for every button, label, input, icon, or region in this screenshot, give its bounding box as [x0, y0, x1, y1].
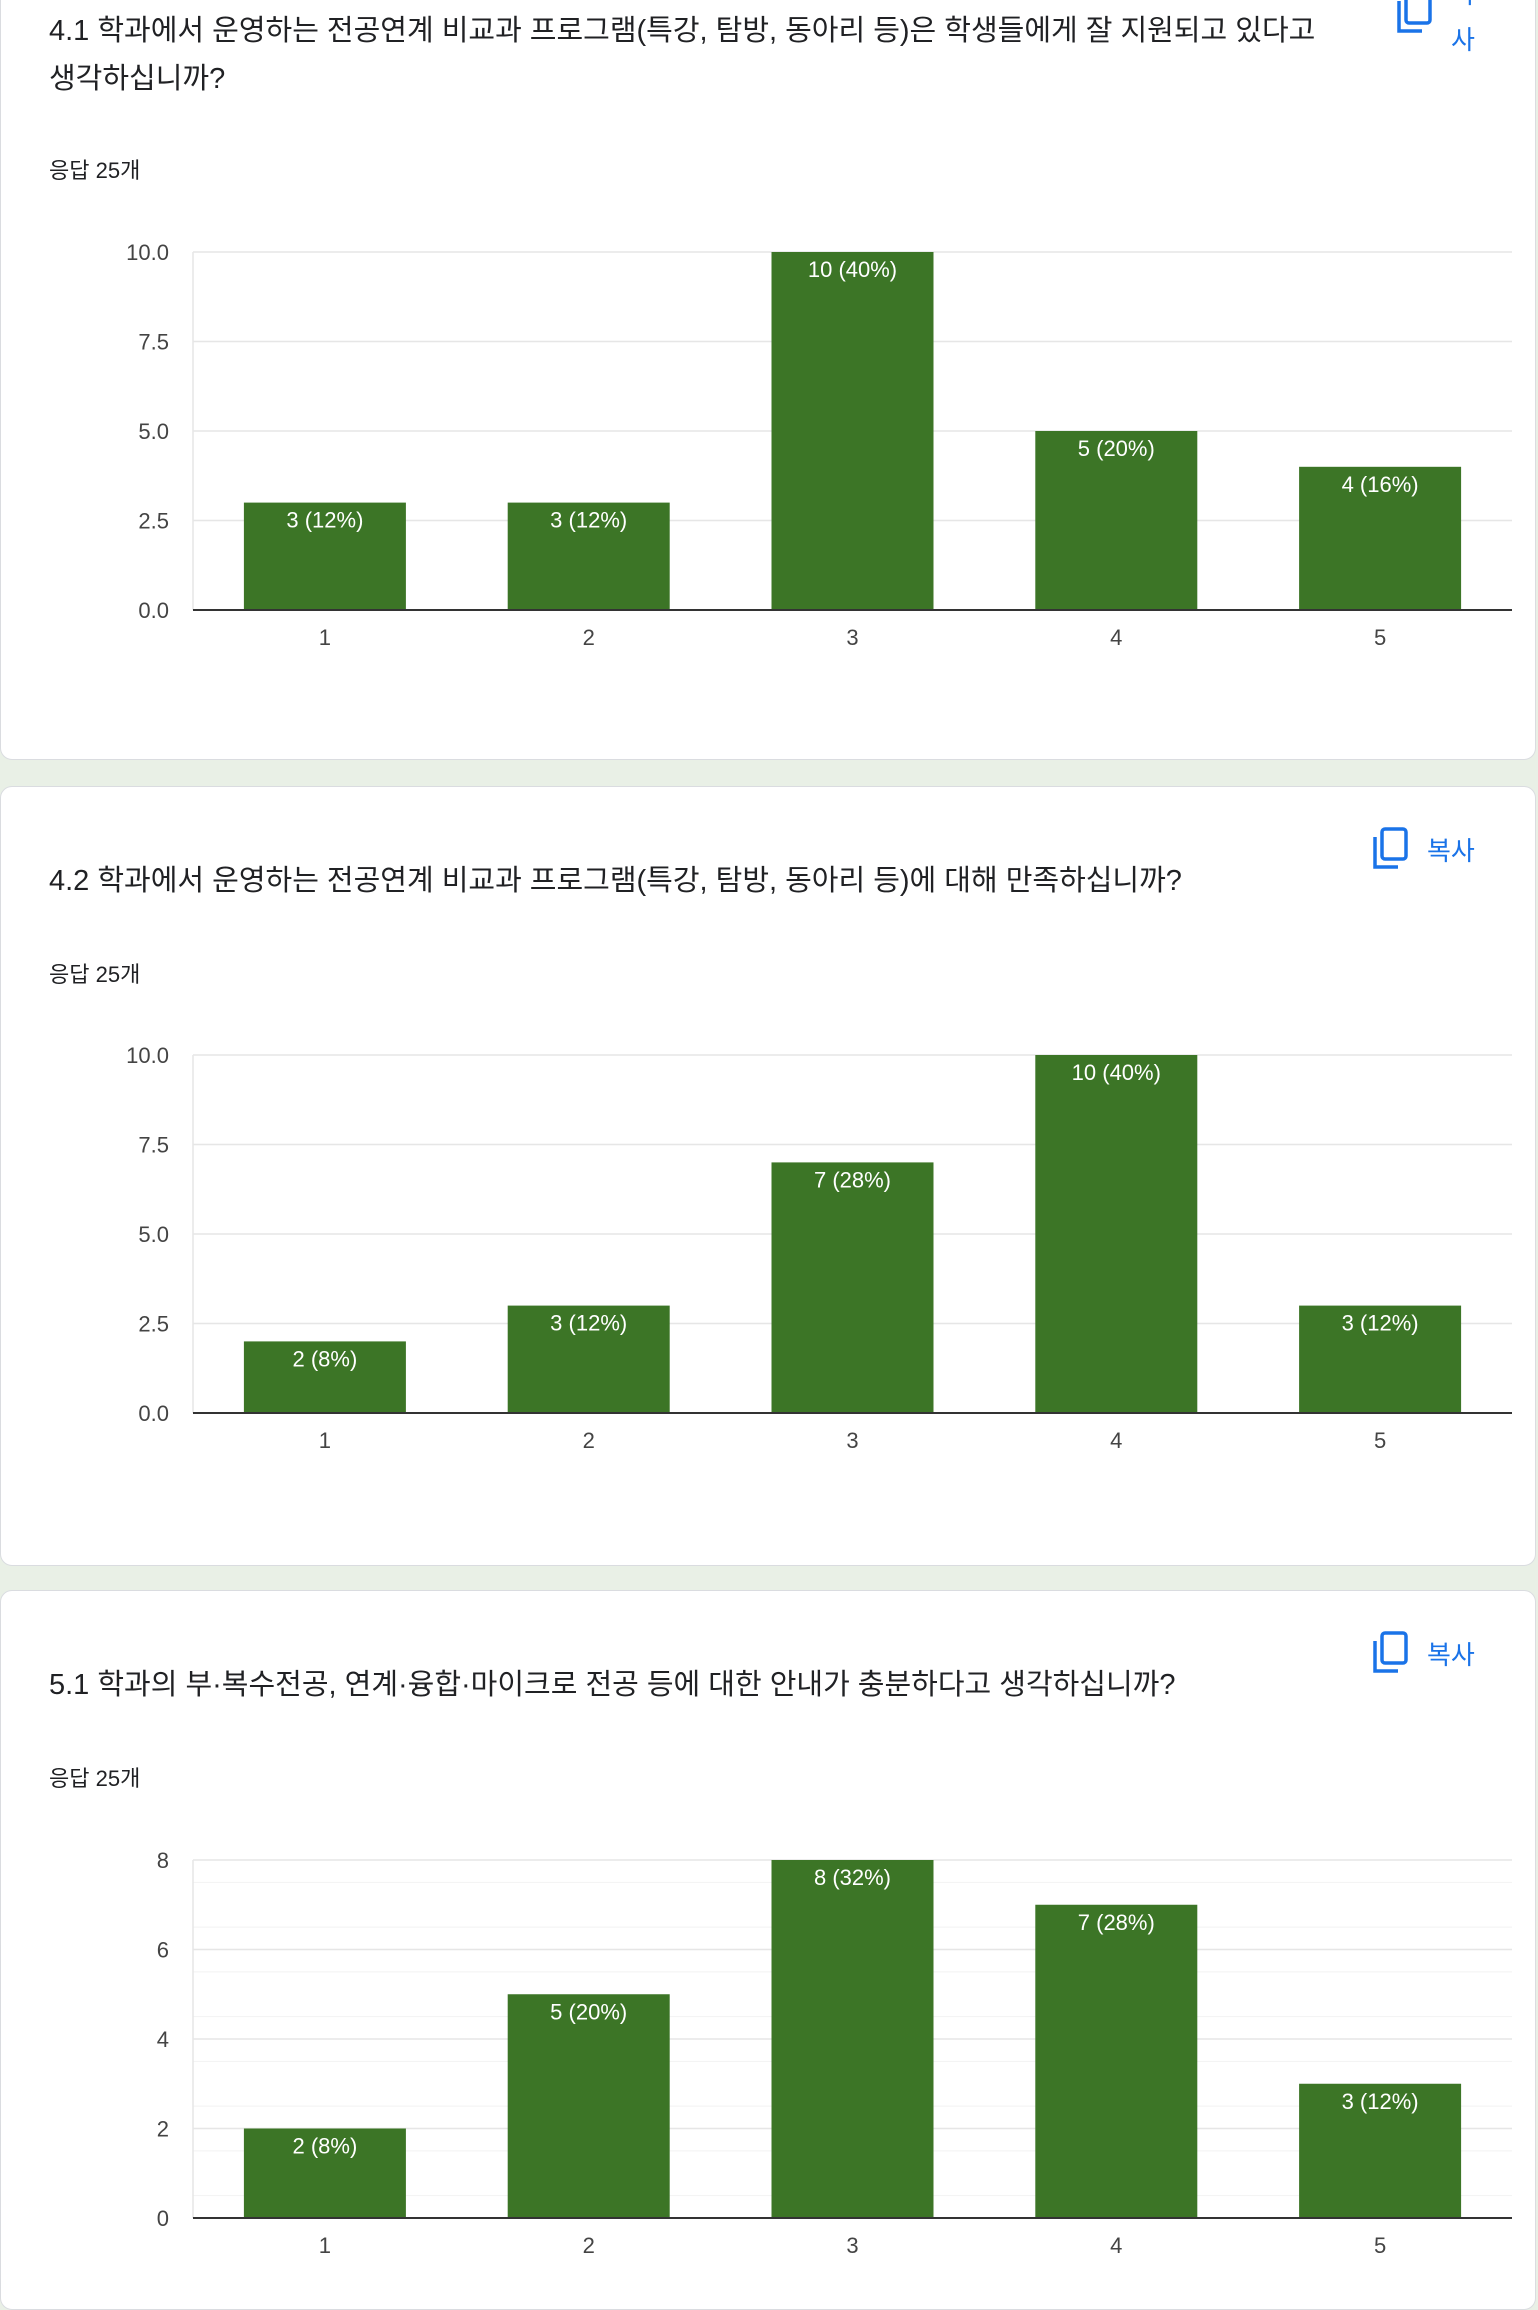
- y-tick-label: 7.5: [138, 330, 169, 355]
- x-tick-label: 3: [846, 625, 858, 650]
- data-label: 2 (8%): [293, 2134, 358, 2159]
- x-tick-label: 4: [1110, 2233, 1122, 2258]
- x-tick-label: 4: [1110, 625, 1122, 650]
- bar: [243, 2128, 406, 2218]
- data-label: 5 (20%): [1078, 436, 1155, 461]
- x-tick-label: 5: [1374, 1428, 1386, 1453]
- data-label: 7 (28%): [1078, 1910, 1155, 1935]
- bar: [771, 1162, 934, 1413]
- copy-button[interactable]: 복사: [1371, 827, 1475, 871]
- y-tick-label: 10.0: [126, 240, 169, 265]
- bar: [507, 1305, 670, 1413]
- copy-label-first-char: 복: [1451, 0, 1475, 17]
- bar: [243, 502, 406, 610]
- question-title: 5.1 학과의 부·복수전공, 연계·융합·마이크로 전공 등에 대한 안내가 …: [49, 1669, 1176, 1701]
- data-label: 3 (12%): [1342, 2089, 1419, 2114]
- bar: [507, 1994, 670, 2218]
- x-tick-label: 5: [1374, 2233, 1386, 2258]
- x-tick-label: 3: [846, 2233, 858, 2258]
- bar: [1299, 1305, 1462, 1413]
- x-tick-label: 4: [1110, 1428, 1122, 1453]
- bar: [771, 1860, 934, 2218]
- x-tick-label: 5: [1374, 625, 1386, 650]
- copy-label: 복사: [1427, 835, 1475, 866]
- y-tick-label: 6: [157, 1938, 169, 1963]
- y-tick-label: 5.0: [138, 419, 169, 444]
- bar: [1035, 431, 1198, 610]
- data-label: 4 (16%): [1342, 472, 1419, 497]
- copy-icon: [1371, 1631, 1409, 1675]
- x-tick-label: 1: [319, 2233, 331, 2258]
- question-title: 4.1 학과에서 운영하는 전공연계 비교과 프로그램(특강, 탐방, 동아리 …: [49, 15, 1316, 95]
- data-label: 7 (28%): [814, 1167, 891, 1192]
- x-tick-label: 2: [583, 625, 595, 650]
- y-tick-label: 0: [157, 2206, 169, 2231]
- question-card-4-1: 4.1 학과에서 운영하는 전공연계 비교과 프로그램(특강, 탐방, 동아리 …: [0, 0, 1536, 760]
- copy-button[interactable]: 복 사: [1395, 0, 1475, 63]
- copy-label: 복사: [1427, 1639, 1475, 1670]
- x-tick-label: 3: [846, 1428, 858, 1453]
- bar: [243, 1341, 406, 1413]
- bar-chart-4-1: 0.0 2.5 5.0 7.5 10.0 3 (12%) 1 3 (12%) 2 10 (40%)…: [126, 240, 1512, 650]
- data-label: 3 (12%): [286, 508, 363, 533]
- y-tick-label: 5.0: [138, 1222, 169, 1247]
- response-count: 응답 25개: [49, 1766, 141, 1791]
- bar: [1299, 2083, 1462, 2218]
- bar-chart-4-2: 0.0 2.5 5.0 7.5 10.0 2 (8%) 1 3 (12%) 2 7 (28%) 3 1…: [126, 1043, 1512, 1453]
- data-label: 3 (12%): [550, 1311, 627, 1336]
- data-label: 2 (8%): [293, 1346, 358, 1371]
- data-label: 3 (12%): [550, 508, 627, 533]
- y-tick-label: 2.5: [138, 1312, 169, 1337]
- copy-icon: [1395, 0, 1433, 35]
- data-label: 10 (40%): [1072, 1060, 1161, 1085]
- y-tick-label: 10.0: [126, 1043, 169, 1068]
- y-tick-label: 7.5: [138, 1133, 169, 1158]
- bar: [1035, 1904, 1198, 2218]
- data-label: 5 (20%): [550, 1999, 627, 2024]
- x-tick-label: 2: [583, 1428, 595, 1453]
- copy-label: 복 사: [1451, 0, 1475, 63]
- bar: [507, 502, 670, 610]
- x-tick-label: 1: [319, 625, 331, 650]
- x-tick-label: 2: [583, 2233, 595, 2258]
- y-tick-label: 4: [157, 2027, 169, 2052]
- question-title: 4.2 학과에서 운영하는 전공연계 비교과 프로그램(특강, 탐방, 동아리 …: [49, 865, 1182, 897]
- y-tick-label: 0.0: [138, 1401, 169, 1426]
- bar-chart-5-1: 0 2 4 6 8 2 (8%) 1 5 (20%) 2 8 (32%) 3 7 (28%) 4 3 (1…: [157, 1848, 1512, 2258]
- copy-icon: [1371, 827, 1409, 871]
- copy-label-second-char: 사: [1451, 25, 1475, 55]
- question-card-4-2: 4.2 학과에서 운영하는 전공연계 비교과 프로그램(특강, 탐방, 동아리 …: [0, 786, 1536, 1566]
- y-tick-label: 2.5: [138, 509, 169, 534]
- response-count: 응답 25개: [49, 158, 141, 183]
- data-label: 8 (32%): [814, 1865, 891, 1890]
- data-label: 10 (40%): [808, 257, 897, 282]
- data-label: 3 (12%): [1342, 1311, 1419, 1336]
- bar: [1299, 466, 1462, 610]
- y-tick-label: 2: [157, 2117, 169, 2142]
- response-count: 응답 25개: [49, 962, 141, 987]
- bar: [771, 252, 934, 610]
- y-tick-label: 0.0: [138, 598, 169, 623]
- x-tick-label: 1: [319, 1428, 331, 1453]
- bar: [1035, 1055, 1198, 1413]
- y-tick-label: 8: [157, 1848, 169, 1873]
- copy-button[interactable]: 복사: [1371, 1631, 1475, 1675]
